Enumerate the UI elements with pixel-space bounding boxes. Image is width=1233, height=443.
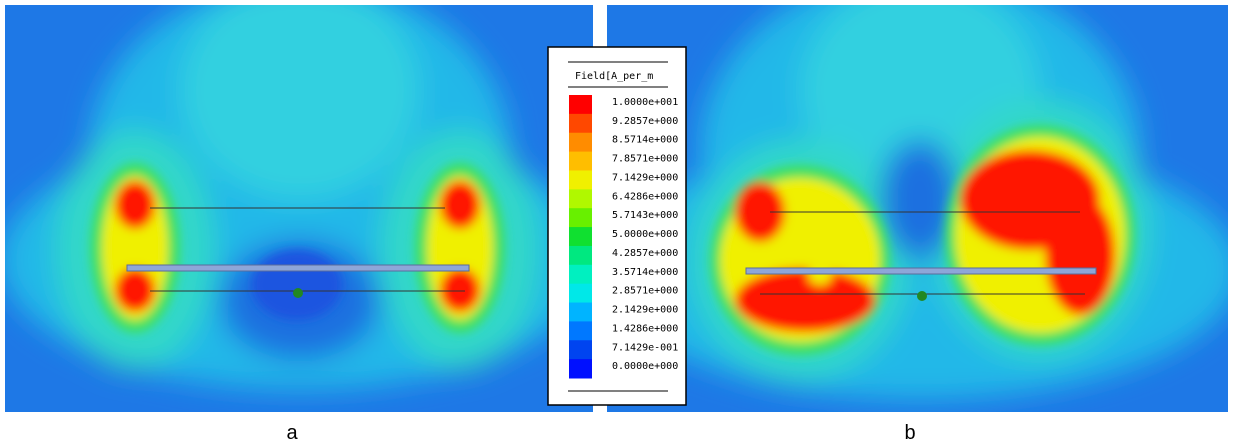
legend-swatch xyxy=(569,151,592,171)
legend-swatch xyxy=(569,359,592,379)
legend-label: 7.1429e+000 xyxy=(612,172,678,183)
panel-label: a xyxy=(286,422,298,443)
legend-label: 8.5714e+000 xyxy=(612,135,678,146)
legend-label: 5.7143e+000 xyxy=(612,210,678,221)
legend-swatch xyxy=(569,189,592,209)
legend-swatch xyxy=(569,113,592,134)
legend-swatch xyxy=(569,245,592,266)
legend-label: 2.8571e+000 xyxy=(612,286,678,297)
legend-swatch xyxy=(569,208,592,228)
legend-swatch xyxy=(569,95,592,115)
legend-label: 1.4286e+000 xyxy=(612,323,678,334)
legend-swatch xyxy=(569,227,592,247)
legend-label: 2.1429e+000 xyxy=(612,305,678,316)
legend-label: 9.2857e+000 xyxy=(612,116,678,127)
legend-label: 7.1429e-001 xyxy=(612,342,678,353)
legend-swatch xyxy=(569,321,592,341)
legend-label: 1.0000e+001 xyxy=(612,97,678,108)
legend-label: 5.0000e+000 xyxy=(612,229,678,240)
legend-swatch xyxy=(569,302,592,322)
legend-swatch xyxy=(569,132,592,153)
legend-label: 3.5714e+000 xyxy=(612,267,678,278)
legend: Field[A_per_m 1.0000e+001 9.2857e+000 8.57… xyxy=(547,46,687,406)
legend-label: 0.0000e+000 xyxy=(612,361,678,372)
legend-swatch xyxy=(569,340,592,360)
legend-swatch xyxy=(569,170,592,190)
legend-label: 6.4286e+000 xyxy=(612,191,678,202)
legend-label: 7.8571e+000 xyxy=(612,154,678,165)
field-plot-b xyxy=(607,5,1228,412)
legend-label: 4.2857e+000 xyxy=(612,248,678,259)
legend-swatch xyxy=(569,283,592,304)
legend-swatch xyxy=(569,264,592,285)
legend-title: Field[A_per_m xyxy=(575,71,653,82)
field-plot-a xyxy=(5,5,593,412)
panel-label: b xyxy=(904,422,915,443)
